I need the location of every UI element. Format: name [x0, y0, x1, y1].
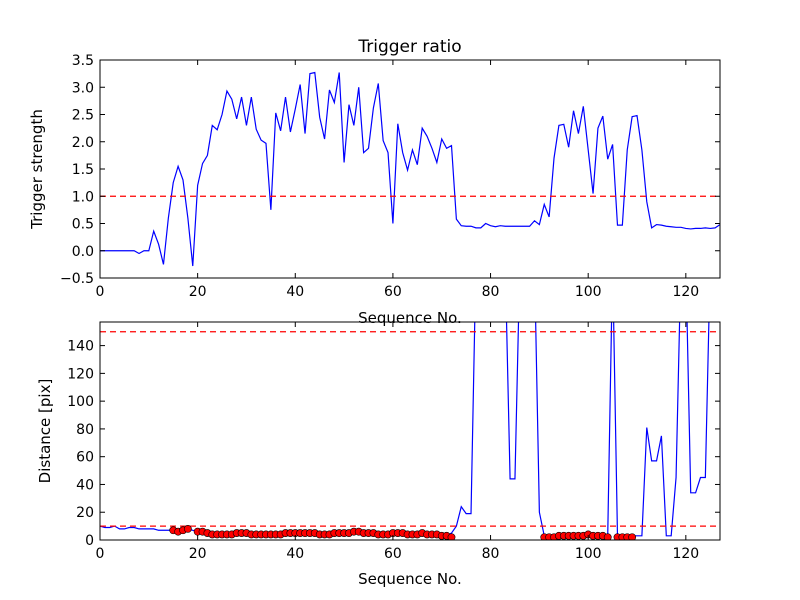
- y-tick-label: 0.5: [72, 217, 94, 233]
- x-tick-label: 40: [286, 546, 304, 562]
- distance-panel: Sequence No. Distance [pix] 0 20 40 60 80 100…: [36, 321, 721, 588]
- y-tick-label: 2.0: [72, 135, 94, 151]
- y-axis-label: Distance [pix]: [36, 379, 54, 484]
- y-tick-label: 60: [76, 450, 94, 466]
- chart-title: Trigger ratio: [357, 37, 461, 57]
- axes-frame: [99, 321, 721, 541]
- data-point: [603, 533, 612, 540]
- plot-area: 0 20 40 60 80 100 120 0 20 40 60 80 100 120 140: [67, 321, 721, 562]
- y-tick-label: 140: [67, 339, 94, 355]
- series-layer: [100, 71, 720, 267]
- plot-area: 0 20 40 60 80 100 120 −0.5 0.0 0.5 1.0 1.5 2.0 2.5 3.0…: [60, 53, 721, 300]
- y-tick-label: 80: [76, 422, 94, 438]
- y-tick-label: 1.5: [72, 162, 94, 178]
- y-tick-label: 0.0: [72, 244, 94, 260]
- x-tick-label: 80: [482, 546, 500, 562]
- x-axis-label: Sequence No.: [358, 309, 462, 327]
- y-tick-label: 100: [67, 394, 94, 410]
- x-tick-label: 120: [672, 284, 699, 300]
- data-point: [183, 524, 192, 533]
- x-axis-label: Sequence No.: [358, 570, 462, 588]
- y-tick-label: 20: [76, 505, 94, 521]
- y-tick-label: 0: [85, 533, 94, 549]
- x-tick-label: 0: [96, 546, 105, 562]
- y-tick-label: 3.5: [72, 53, 94, 69]
- y-tick-label: 3.0: [72, 80, 94, 96]
- y-tick-label: 2.5: [72, 108, 94, 124]
- y-tick-label: −0.5: [60, 271, 94, 287]
- x-tick-label: 100: [575, 546, 602, 562]
- y-tick-label: 120: [67, 366, 94, 382]
- x-tick-label: 40: [286, 284, 304, 300]
- y-axis-label: Trigger strength: [28, 109, 46, 230]
- x-tick-label: 20: [189, 546, 207, 562]
- series-layer: [100, 322, 720, 540]
- trigger-ratio-panel: Trigger ratio Sequence No. Trigger stren…: [28, 37, 721, 327]
- x-tick-label: 60: [384, 284, 402, 300]
- x-tick-label: 60: [384, 546, 402, 562]
- y-tick-label: 40: [76, 477, 94, 493]
- series-line: [100, 71, 720, 267]
- x-tick-label: 120: [672, 546, 699, 562]
- data-point: [447, 533, 456, 540]
- data-point: [628, 533, 637, 540]
- x-tick-label: 0: [96, 284, 105, 300]
- y-tick-label: 1.0: [72, 189, 94, 205]
- x-tick-label: 100: [575, 284, 602, 300]
- x-tick-label: 20: [189, 284, 207, 300]
- x-tick-label: 80: [482, 284, 500, 300]
